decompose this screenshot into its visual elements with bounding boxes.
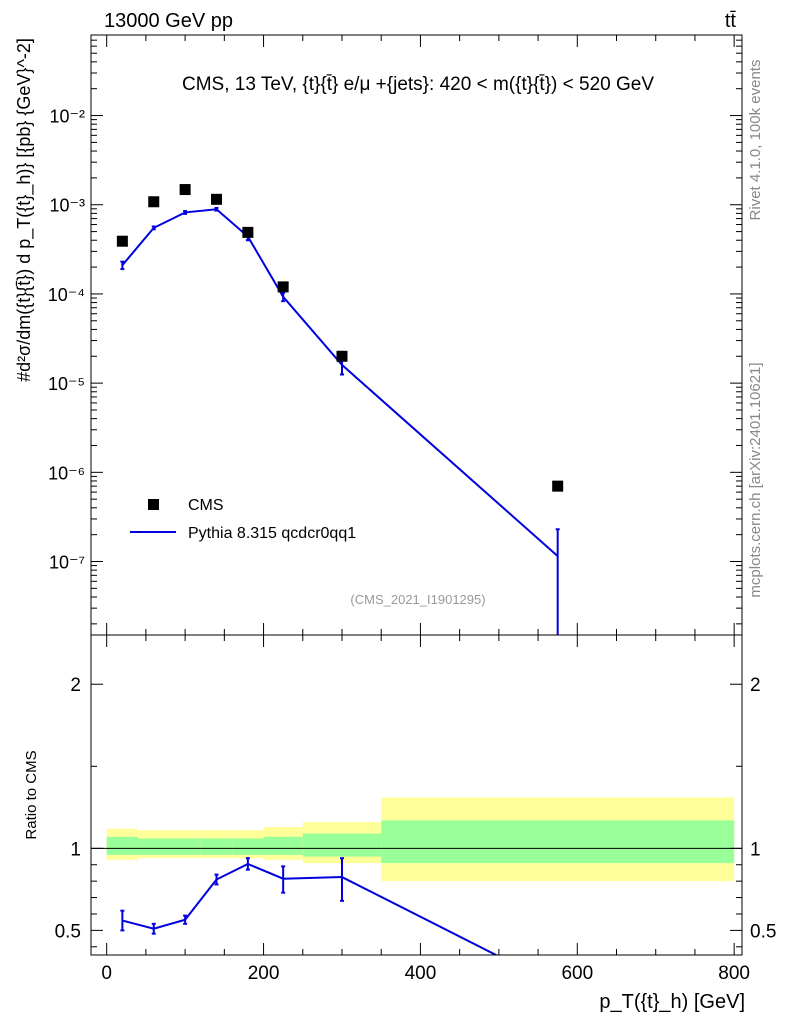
ratio-y-axis-label: Ratio to CMS bbox=[23, 750, 40, 839]
main-series-layer bbox=[116, 184, 564, 635]
x-tick-label: 600 bbox=[561, 963, 593, 984]
legend-label-pythia: Pythia 8.315 qcdcr0qq1 bbox=[188, 525, 356, 542]
ratio-band-green bbox=[106, 836, 139, 855]
main-y-tick-label: 10⁻⁷ bbox=[49, 553, 85, 573]
ratio-y-tick-label-left: 2 bbox=[70, 675, 81, 696]
main-y-tick-label: 10⁻⁵ bbox=[48, 374, 85, 394]
analysis-tag: (CMS_2021_I1901295) bbox=[350, 592, 485, 607]
main-axis-ticks: 10⁻⁷ 10⁻⁶ 10⁻⁵ 10⁻⁴ 10⁻³ 10⁻² bbox=[48, 34, 742, 635]
ratio-band-green bbox=[169, 838, 201, 855]
ratio-y-tick-label-right: 1 bbox=[750, 839, 761, 860]
legend-marker-cms bbox=[148, 499, 159, 510]
cms-data-point bbox=[179, 184, 191, 196]
main-frame bbox=[90, 34, 743, 636]
rivet-version-label: Rivet 4.1.0, 100k events bbox=[747, 60, 764, 221]
ratio-y-tick-label-right: 2 bbox=[750, 675, 761, 696]
cms-data-point bbox=[242, 226, 254, 238]
cms-data-point bbox=[277, 281, 289, 293]
ratio-band-green bbox=[302, 833, 382, 857]
ratio-uncertainty-bands bbox=[91, 797, 742, 882]
cms-data-point bbox=[210, 193, 222, 205]
ratio-band-green bbox=[263, 836, 303, 855]
ratio-panel: 0.5 0.5 1 1 2 2 0 200 400 600 800 Ratio to CMS p_T… bbox=[23, 634, 776, 1013]
ratio-frame bbox=[90, 634, 743, 956]
ratio-y-tick-label-left: 0.5 bbox=[55, 921, 81, 942]
main-y-tick-label: 10⁻⁶ bbox=[48, 463, 85, 483]
legend-label-cms: CMS bbox=[188, 497, 224, 514]
mcplots-label: mcplots.cern.ch [arXiv:2401.10621] bbox=[747, 362, 764, 597]
ratio-y-tick-label-right: 0.5 bbox=[750, 921, 776, 942]
main-panel: 10⁻⁷ 10⁻⁶ 10⁻⁵ 10⁻⁴ 10⁻³ 10⁻² CMS, 13 TeV, {t… bbox=[14, 34, 743, 636]
pythia-line bbox=[121, 208, 559, 557]
main-y-tick-label: 10⁻² bbox=[49, 107, 85, 127]
collision-label: 13000 GeV pp bbox=[104, 10, 233, 32]
ratio-line bbox=[122, 862, 499, 955]
x-tick-label: 400 bbox=[405, 963, 437, 984]
ratio-clipped-group bbox=[120, 857, 499, 955]
x-tick-label: 0 bbox=[101, 963, 112, 984]
ratio-band-green bbox=[381, 820, 735, 864]
main-y-axis-label: #d²σ/dm({t}{t̄}) d p_T({t}_h)} [{pb} {Ge… bbox=[14, 38, 35, 382]
x-tick-label: 200 bbox=[248, 963, 280, 984]
chart-title: CMS, 13 TeV, {t}{t̄} e/μ +{jets}: 420 < … bbox=[182, 74, 654, 95]
cms-data-point bbox=[148, 196, 160, 208]
process-label: tt̄ bbox=[725, 10, 737, 32]
ratio-y-tick-label-left: 1 bbox=[70, 839, 81, 860]
legend: CMS Pythia 8.315 qcdcr0qq1 bbox=[130, 497, 356, 542]
cms-data-point bbox=[116, 235, 128, 247]
x-tick-label: 800 bbox=[718, 963, 750, 984]
ratio-band-green bbox=[138, 838, 170, 855]
ratio-band-green bbox=[200, 838, 233, 855]
x-axis-label: p_T({t}_h) [GeV] bbox=[599, 991, 745, 1013]
ratio-axis-ticks: 0.5 0.5 1 1 2 2 0 200 400 600 800 bbox=[55, 635, 776, 984]
cms-data-point bbox=[552, 480, 564, 492]
ratio-series-layer bbox=[120, 857, 499, 955]
main-y-tick-label: 10⁻³ bbox=[49, 196, 85, 216]
ratio-band-green bbox=[232, 838, 264, 855]
main-y-tick-label: 10⁻⁴ bbox=[48, 285, 85, 305]
cms-data-point bbox=[336, 350, 348, 362]
